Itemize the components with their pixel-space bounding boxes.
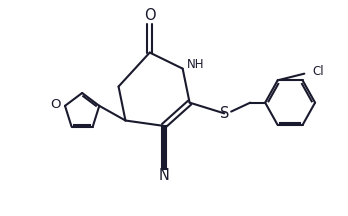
- Text: S: S: [220, 106, 229, 121]
- Text: NH: NH: [187, 58, 204, 71]
- Text: N: N: [158, 168, 169, 183]
- Text: Cl: Cl: [312, 65, 324, 78]
- Text: O: O: [144, 8, 156, 23]
- Text: O: O: [50, 98, 61, 111]
